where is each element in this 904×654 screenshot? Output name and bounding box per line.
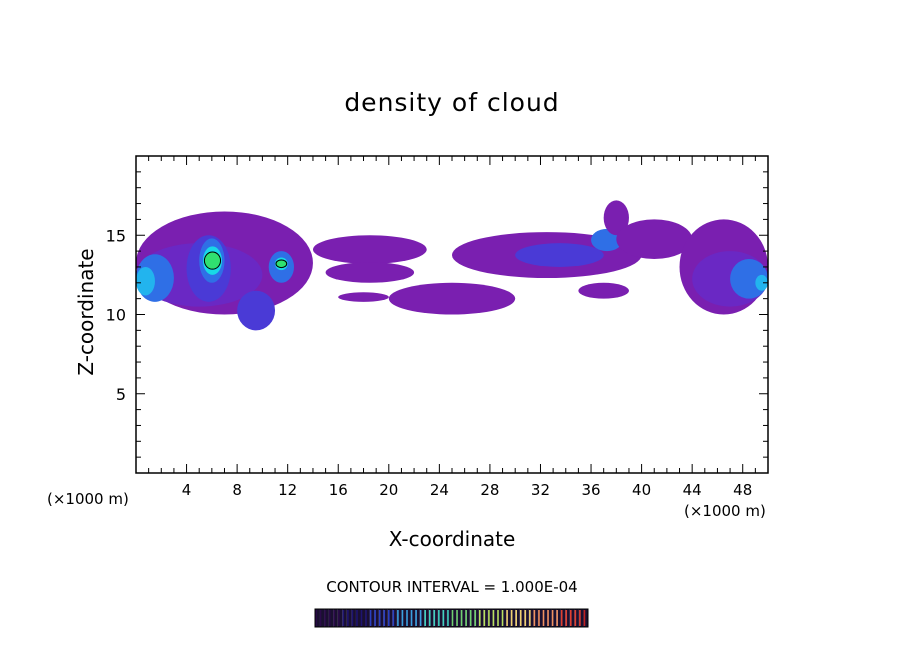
colorbar-cell-43 — [510, 609, 516, 627]
colorbar-cell-47 — [528, 609, 534, 627]
colorbar-cell-41 — [501, 609, 507, 627]
x-tick-label-12: 12 — [278, 481, 297, 499]
colorbar-cell-49 — [537, 609, 543, 627]
colorbar-cell-24 — [424, 609, 429, 627]
colorbar-cell-50 — [542, 609, 548, 627]
colorbar-cell-1 — [319, 609, 325, 627]
colorbar-cell-46 — [524, 609, 529, 627]
x-tick-label-16: 16 — [329, 481, 348, 499]
colorbar-cell-7 — [346, 609, 352, 627]
colorbar-cell-9 — [355, 609, 361, 627]
colorbar-cell-22 — [415, 609, 420, 627]
colorbar-cell-0 — [315, 609, 320, 627]
colorbar-cell-20 — [406, 609, 411, 627]
x-tick-label-44: 44 — [683, 481, 702, 499]
colorbar-cell-59 — [583, 609, 588, 627]
cloud-region-3 — [136, 266, 155, 296]
colorbar-cell-44 — [515, 609, 520, 627]
colorbar-cell-6 — [342, 609, 347, 627]
x-tick-label-32: 32 — [531, 481, 550, 499]
cloud-region-10 — [312, 235, 427, 264]
colorbar-cell-57 — [574, 609, 579, 627]
colorbar-cell-54 — [560, 609, 566, 627]
colorbar-cell-17 — [392, 609, 397, 627]
cloud-region-16 — [603, 200, 629, 236]
colorbar-cell-30 — [451, 609, 457, 627]
colorbar-cell-48 — [533, 609, 538, 627]
plot-frame — [135, 155, 769, 474]
x-tick-label-24: 24 — [430, 481, 449, 499]
y-tick-label-10: 10 — [106, 306, 126, 325]
contour-interval-text: CONTOUR INTERVAL = 1.000E-04 — [326, 578, 578, 596]
x-tick-label-48: 48 — [733, 481, 752, 499]
colorbar-cell-28 — [442, 609, 447, 627]
colorbar-cell-10 — [360, 609, 366, 627]
colorbar-cell-31 — [456, 609, 461, 627]
colorbar-cell-52 — [551, 609, 557, 627]
colorbar-cell-40 — [497, 609, 502, 627]
colorbar-cell-51 — [547, 609, 552, 627]
x-tick-label-40: 40 — [632, 481, 651, 499]
colorbar-cell-21 — [410, 609, 416, 627]
colorbar-cell-58 — [578, 609, 584, 627]
page-title: density of cloud — [344, 88, 560, 117]
x-tick-label-20: 20 — [379, 481, 398, 499]
colorbar-cell-45 — [519, 609, 525, 627]
colorbar-cell-5 — [337, 609, 343, 627]
colorbar-cell-16 — [387, 609, 393, 627]
cloud-region-21 — [755, 274, 768, 291]
cloud-region-7 — [237, 290, 276, 331]
colorbar-cell-26 — [433, 609, 438, 627]
colorbar-cell-2 — [324, 609, 329, 627]
colorbar-cell-15 — [383, 609, 388, 627]
colorbar-cell-14 — [378, 609, 384, 627]
cloud-region-23 — [338, 292, 389, 302]
x-tick-label-28: 28 — [480, 481, 499, 499]
colorbar-cell-39 — [492, 609, 497, 627]
colorbar-cell-35 — [474, 609, 479, 627]
colorbar-cell-8 — [351, 609, 356, 627]
colorbar-cell-29 — [446, 609, 452, 627]
x-tick-label-4: 4 — [182, 481, 192, 499]
colorbar-cell-34 — [469, 609, 475, 627]
x-tick-label-36: 36 — [581, 481, 600, 499]
colorbar-cell-56 — [569, 609, 575, 627]
colorbar-cell-23 — [419, 609, 425, 627]
colorbar-frame — [314, 608, 589, 628]
colorbar-cell-12 — [369, 609, 375, 627]
colorbar-cell-53 — [556, 609, 561, 627]
colorbar-cell-33 — [465, 609, 470, 627]
cloud-region-12 — [388, 282, 516, 315]
contour-core-0 — [203, 251, 222, 270]
colorbar-cell-3 — [328, 609, 334, 627]
colorbar-cell-42 — [506, 609, 511, 627]
cloud-region-14 — [515, 243, 604, 267]
colorbar-cell-19 — [401, 609, 406, 627]
x-unit-left: (×1000 m) — [47, 490, 129, 508]
y-tick-label-5: 5 — [116, 385, 126, 404]
colorbar-cell-27 — [437, 609, 443, 627]
y-tick-label-15: 15 — [106, 226, 126, 245]
colorbar-cell-4 — [333, 609, 338, 627]
x-unit-right: (×1000 m) — [684, 502, 766, 520]
colorbar-cell-11 — [365, 609, 370, 627]
colorbar-cell-38 — [487, 609, 493, 627]
x-tick-label-8: 8 — [232, 481, 242, 499]
colorbar-cell-37 — [483, 609, 488, 627]
contour-core-1 — [275, 259, 288, 269]
cloud-region-17 — [616, 219, 693, 260]
cloud-region-11 — [325, 262, 415, 283]
colorbar-cell-25 — [428, 609, 434, 627]
y-axis-label: Z-coordinate — [74, 248, 98, 376]
colorbar-cell-18 — [396, 609, 402, 627]
colorbar-cell-36 — [478, 609, 484, 627]
cloud-region-22 — [578, 282, 629, 299]
colorbar-cell-13 — [374, 609, 379, 627]
colorbar-cell-32 — [460, 609, 466, 627]
x-axis-label: X-coordinate — [388, 527, 516, 551]
colorbar-cell-55 — [565, 609, 570, 627]
